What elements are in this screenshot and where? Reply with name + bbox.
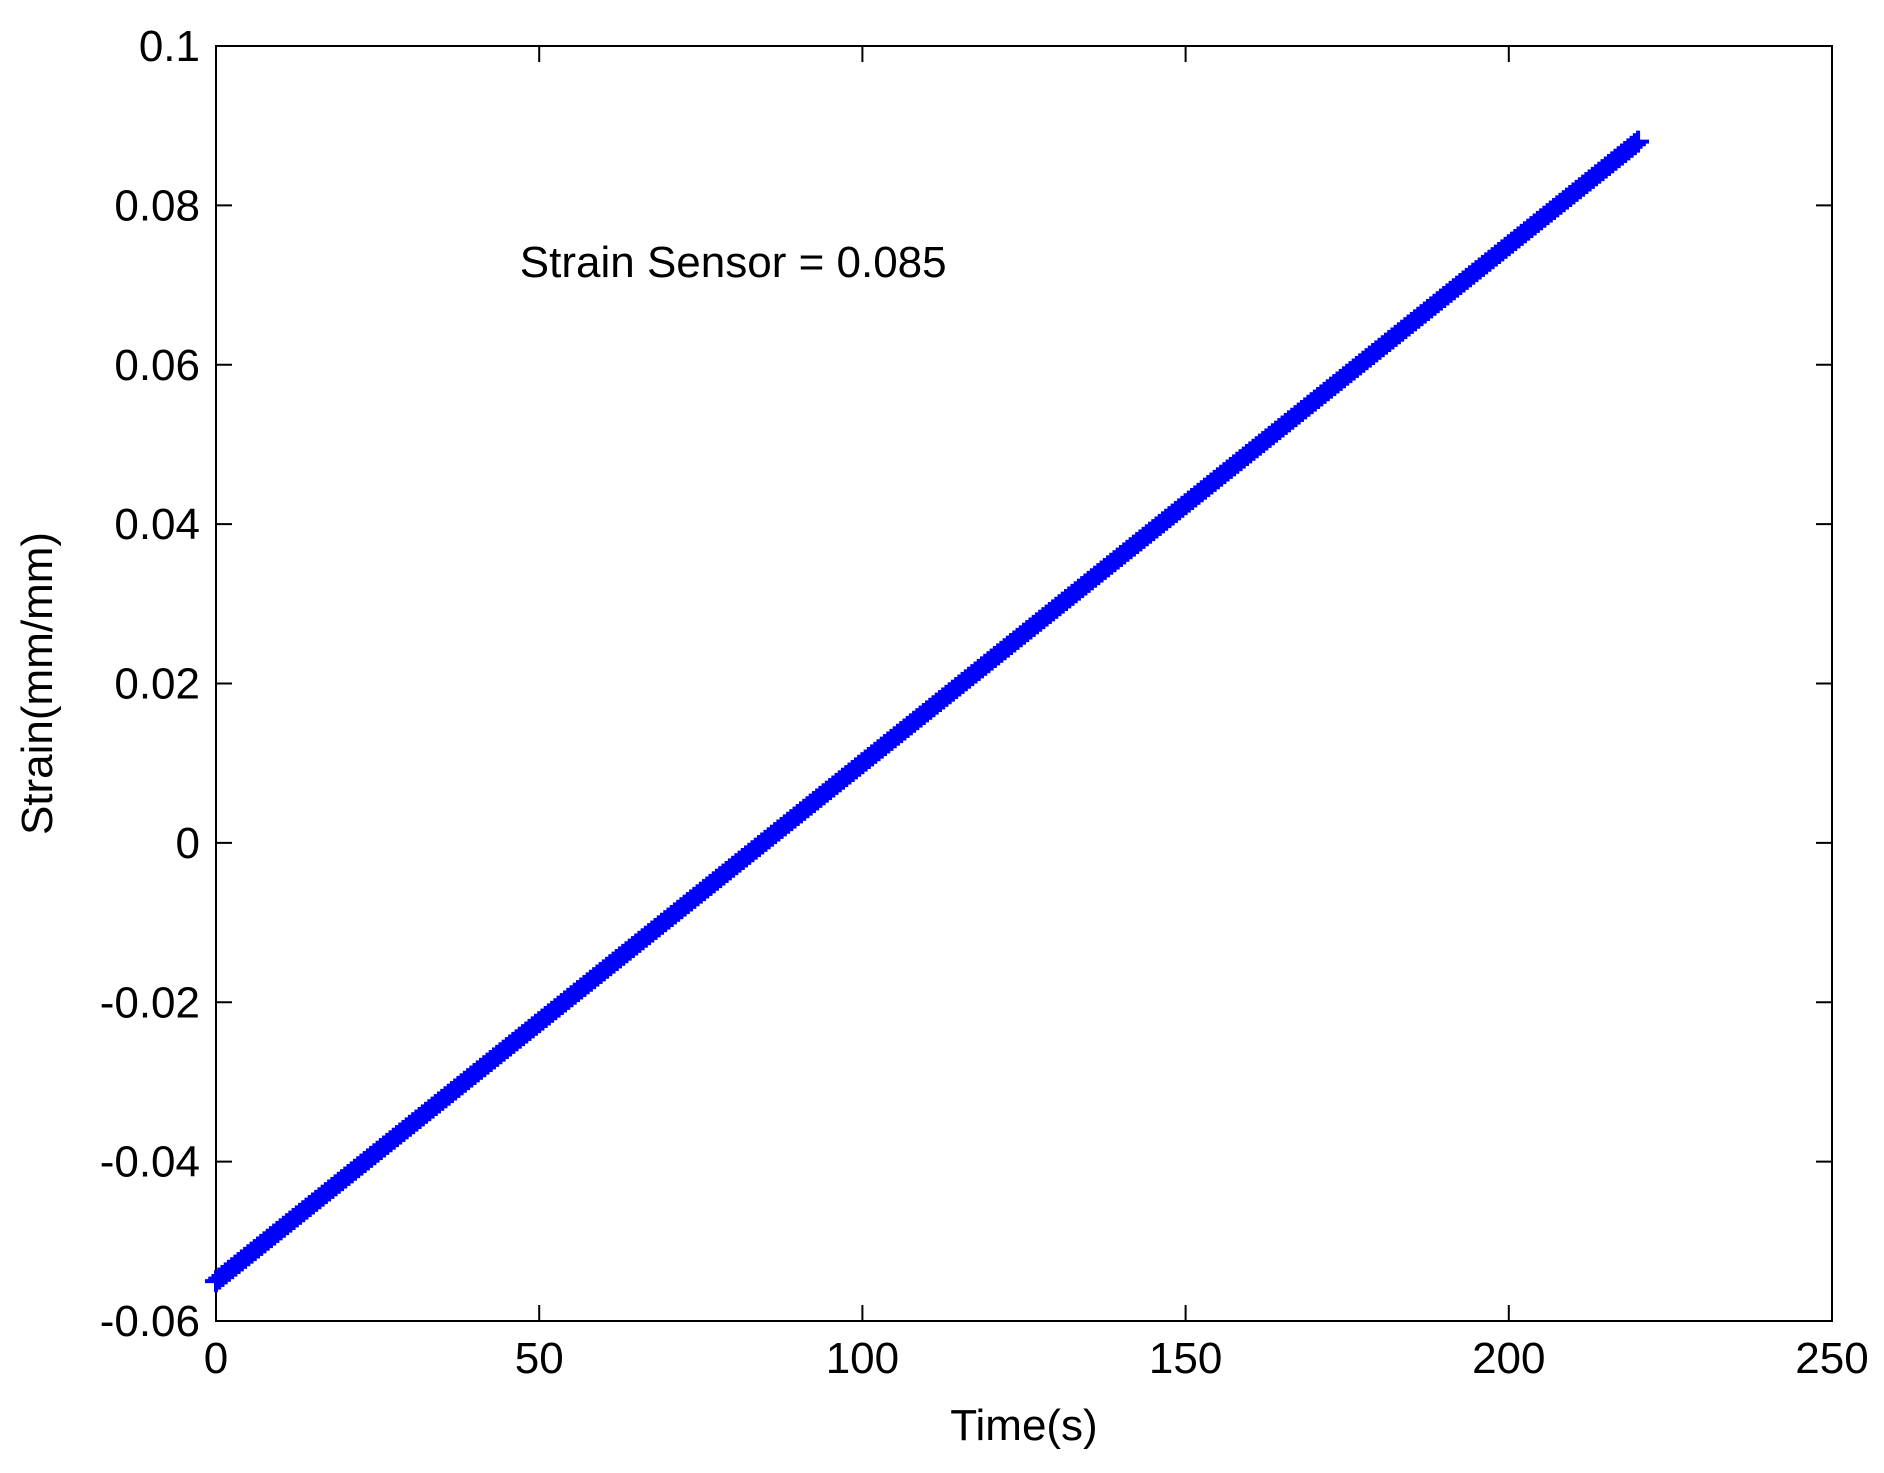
- y-tick-label: 0.06: [114, 341, 200, 390]
- annotation-strain-sensor: Strain Sensor = 0.085: [520, 238, 947, 287]
- plot-area: [215, 45, 1833, 1322]
- y-tick-label: -0.06: [100, 1297, 200, 1346]
- x-tick-label: 150: [1149, 1334, 1222, 1383]
- x-tick-label: 50: [515, 1334, 564, 1383]
- axis-ticks: [215, 45, 1833, 1322]
- y-tick-label: 0: [176, 819, 200, 868]
- x-tick-label: 200: [1472, 1334, 1545, 1383]
- data-series-markers: [205, 130, 1650, 1293]
- data-point: [1627, 130, 1650, 153]
- x-axis-label: Time(s): [950, 1401, 1097, 1450]
- x-tick-label: 100: [826, 1334, 899, 1383]
- x-tick-label: 250: [1795, 1334, 1868, 1383]
- data-point: [1623, 133, 1646, 156]
- y-axis-label: Strain(mm/mm): [13, 532, 62, 835]
- x-tick-label: 0: [204, 1334, 228, 1383]
- axis-tick-labels: 0 50 100 150 200 250 -0.06 -0.04 -0.02 0 0.02 0.04 0…: [100, 22, 1869, 1383]
- y-tick-label: 0.08: [114, 181, 200, 230]
- y-tick-label: -0.02: [100, 978, 200, 1027]
- y-tick-label: -0.04: [100, 1138, 200, 1187]
- y-tick-label: 0.02: [114, 660, 200, 709]
- y-tick-label: 0.04: [114, 500, 200, 549]
- y-tick-label: 0.1: [139, 22, 200, 71]
